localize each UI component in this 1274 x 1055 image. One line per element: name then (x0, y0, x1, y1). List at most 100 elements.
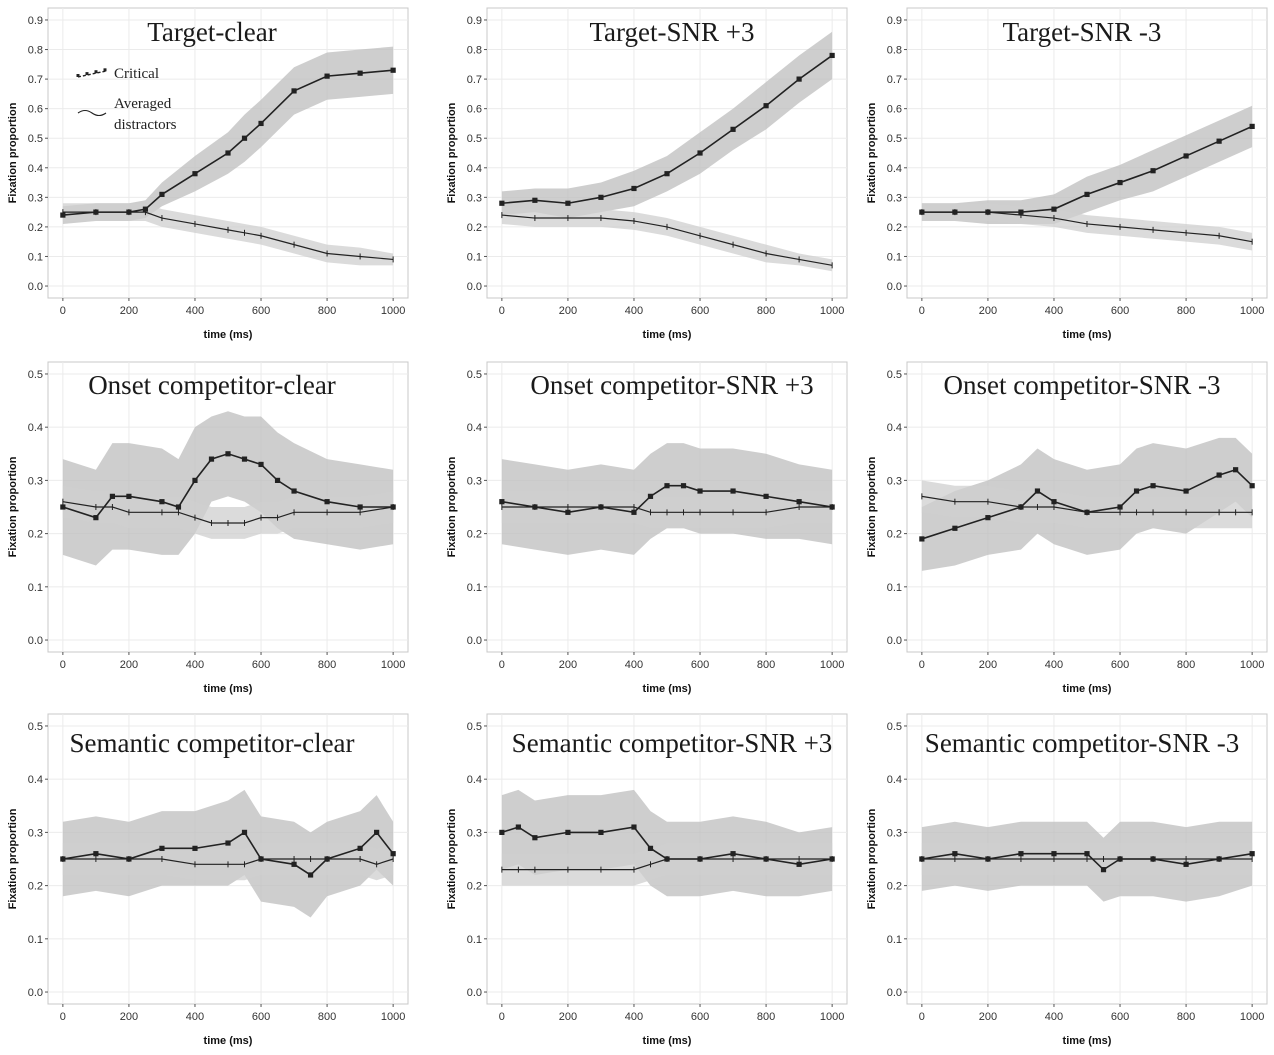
y-axis-label: Fixation proportion (446, 102, 458, 203)
critical-line (62, 452, 394, 519)
y-tick-label: 0.9 (467, 15, 482, 27)
x-tick-label: 0 (919, 659, 925, 671)
y-tick-label: 0.2 (887, 222, 902, 234)
critical-point (1117, 504, 1123, 510)
y-axis-label: Fixation proportion (866, 456, 878, 557)
critical-point (730, 488, 736, 494)
x-axis-label: time (ms) (1063, 683, 1112, 695)
y-axis-label: Fixation proportion (7, 808, 19, 909)
y-tick-label: 0.6 (467, 104, 482, 116)
x-tick-label: 400 (625, 1011, 643, 1023)
critical-point (1183, 488, 1189, 494)
critical-point (241, 829, 248, 835)
critical-point (324, 73, 330, 79)
x-tick-label: 0 (60, 305, 66, 317)
critical-point (763, 493, 769, 499)
x-tick-label: 200 (559, 1011, 577, 1023)
critical-point (258, 461, 264, 468)
x-tick-label: 600 (252, 305, 270, 317)
critical-point (1249, 851, 1255, 857)
critical-point (952, 525, 958, 531)
y-tick-label: 0.9 (887, 15, 902, 27)
y-tick-label: 0.1 (28, 934, 43, 946)
panel-title: Target-SNR -3 (1003, 17, 1162, 47)
critical-point (631, 824, 637, 830)
legend-distractor-swatch (77, 109, 107, 117)
panel-title: Semantic competitor-clear (69, 728, 354, 758)
critical-point (159, 191, 165, 197)
y-tick-label: 0.0 (467, 987, 482, 999)
y-tick-label: 0.5 (467, 369, 482, 381)
critical-point (796, 499, 802, 505)
critical-point (291, 488, 297, 494)
x-tick-label: 0 (919, 1011, 925, 1023)
y-tick-label: 0.0 (887, 281, 902, 293)
x-tick-label: 1000 (1240, 1011, 1264, 1023)
critical-point (1133, 488, 1140, 494)
critical-point (1183, 861, 1189, 867)
x-tick-label: 600 (691, 305, 709, 317)
critical-point (919, 536, 925, 542)
y-tick-label: 0.3 (887, 827, 902, 839)
critical-point (697, 488, 703, 494)
critical-point (1249, 123, 1255, 129)
x-tick-label: 1000 (1240, 305, 1264, 317)
critical-point (274, 477, 281, 483)
x-tick-label: 200 (120, 659, 138, 671)
y-axis-label: Fixation proportion (866, 102, 878, 203)
critical-point (565, 509, 571, 515)
critical-point (126, 493, 132, 499)
critical-point (357, 845, 363, 851)
critical-point (1051, 206, 1057, 212)
panel-title: Onset competitor-SNR -3 (944, 370, 1221, 400)
distractor-ci-band (62, 203, 394, 266)
x-tick-label: 400 (625, 305, 643, 317)
y-tick-label: 0.0 (467, 281, 482, 293)
critical-point (1084, 851, 1090, 857)
x-tick-label: 600 (252, 1011, 270, 1023)
panel-1: 0.0 0.1 0.2 0.3 0.4 0.5 0.6 0.7 0.8 0.9 0 200 400 600… (7, 7, 409, 341)
y-tick-label: 0.1 (887, 582, 902, 594)
x-tick-label: 0 (499, 305, 505, 317)
x-tick-label: 200 (559, 659, 577, 671)
y-tick-label: 0.7 (467, 74, 482, 86)
y-tick-label: 0.2 (887, 881, 902, 893)
x-tick-label: 1000 (381, 305, 405, 317)
critical-point (390, 67, 396, 73)
y-tick-label: 0.8 (887, 45, 902, 57)
critical-point (324, 499, 330, 505)
legend-critical-marker (85, 72, 89, 76)
legend-critical-marker (103, 68, 107, 72)
critical-point (1150, 168, 1156, 174)
distractor-ci-band (921, 480, 1253, 529)
critical-point (1084, 191, 1090, 197)
x-tick-label: 400 (1045, 659, 1063, 671)
y-tick-label: 0.7 (28, 74, 43, 86)
x-tick-label: 1000 (820, 659, 844, 671)
x-axis-label: time (ms) (1063, 329, 1112, 341)
x-tick-label: 400 (1045, 1011, 1063, 1023)
critical-line (921, 468, 1253, 540)
panel-title: Semantic competitor-SNR -3 (925, 728, 1239, 758)
x-tick-label: 600 (252, 659, 270, 671)
critical-point (109, 493, 116, 499)
y-tick-label: 0.7 (887, 74, 902, 86)
x-tick-label: 800 (757, 305, 775, 317)
critical-point (796, 76, 802, 82)
x-tick-label: 0 (60, 659, 66, 671)
critical-point (598, 829, 604, 835)
critical-point (175, 504, 182, 510)
critical-point (307, 872, 314, 878)
critical-point (499, 829, 505, 835)
y-tick-label: 0.0 (467, 635, 482, 647)
panel-3: 0.0 0.1 0.2 0.3 0.4 0.5 0.6 0.7 0.8 0.9 0 200 400 600… (866, 7, 1268, 341)
panel-5: 0.0 0.1 0.2 0.3 0.4 0.5 0 200 400 600 800 1000 time … (446, 361, 848, 695)
y-tick-label: 0.0 (28, 987, 43, 999)
critical-point (225, 150, 231, 156)
x-tick-label: 800 (757, 1011, 775, 1023)
distractor-ci-band (501, 843, 833, 886)
x-tick-label: 1000 (1240, 659, 1264, 671)
critical-point (192, 845, 198, 851)
